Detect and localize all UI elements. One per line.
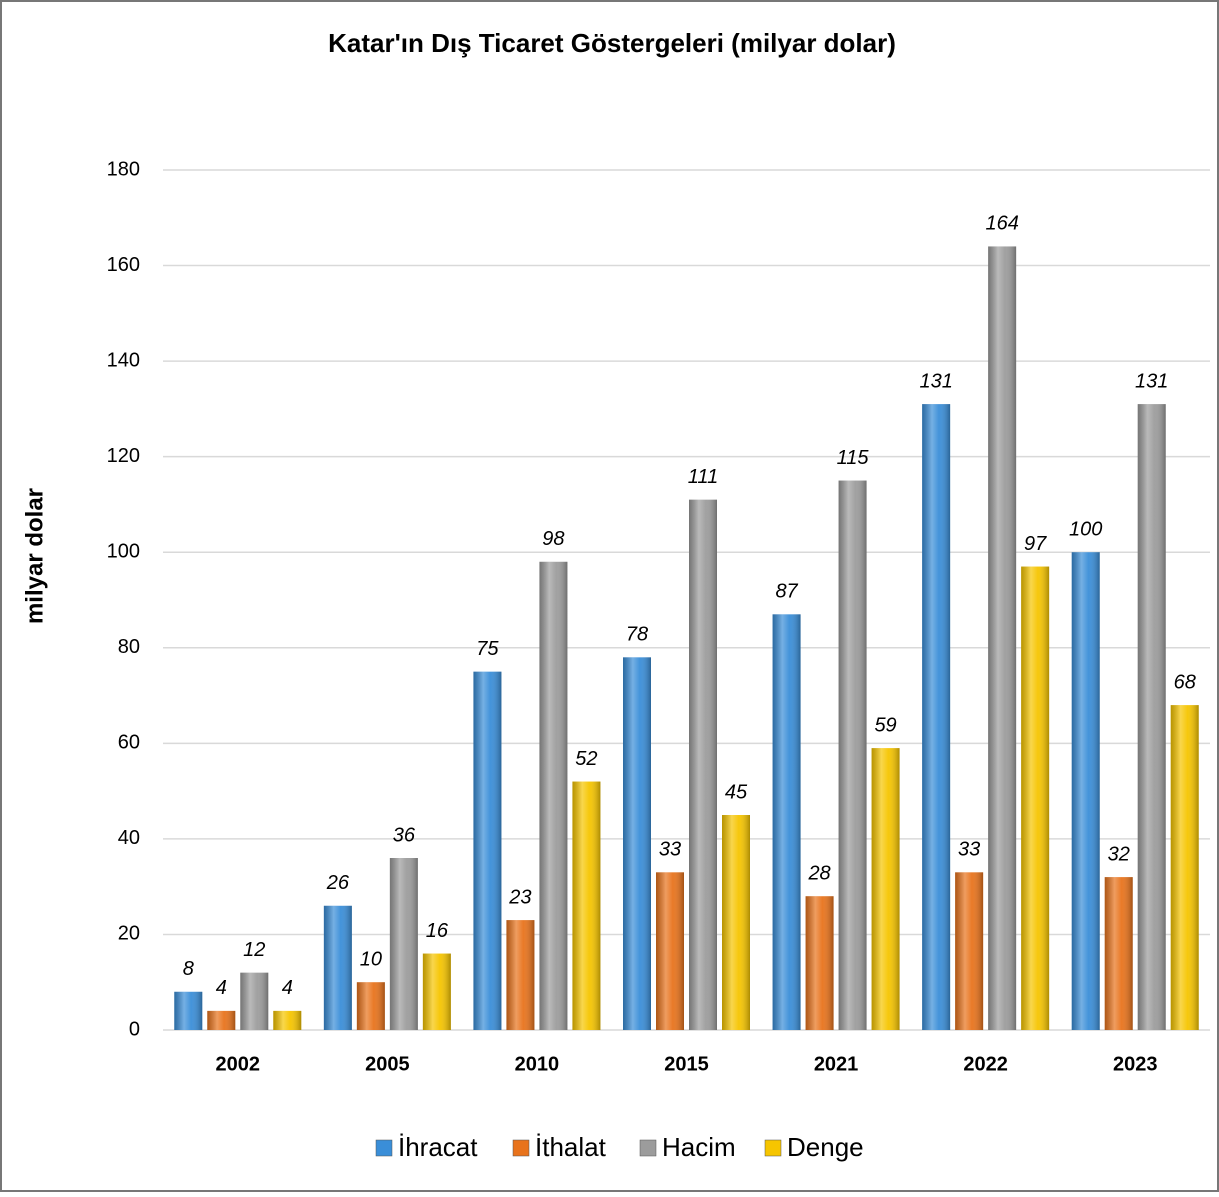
y-tick-label: 0 <box>129 1018 140 1040</box>
data-label: 97 <box>1024 533 1047 555</box>
data-label: 33 <box>958 839 980 861</box>
bar-shine <box>838 480 867 1030</box>
legend-label: İhracat <box>398 1132 478 1162</box>
data-label: 100 <box>1069 519 1102 541</box>
data-label: 26 <box>326 872 350 894</box>
x-tick-label: 2021 <box>814 1053 859 1075</box>
data-label: 12 <box>243 939 265 961</box>
data-label: 98 <box>542 528 564 550</box>
bar-shine <box>356 982 385 1030</box>
data-label: 45 <box>725 781 748 803</box>
bar-shine <box>539 561 568 1030</box>
bar-shine <box>174 991 203 1030</box>
bar-shine <box>922 404 951 1031</box>
data-label: 115 <box>837 447 870 469</box>
bar-shine <box>473 671 502 1030</box>
data-label: 32 <box>1108 843 1130 865</box>
bar-shine <box>273 1010 302 1030</box>
data-label: 59 <box>874 714 896 736</box>
y-tick-label: 80 <box>118 636 140 658</box>
bar-shine <box>805 896 834 1030</box>
y-tick-label: 40 <box>118 827 140 849</box>
data-label: 4 <box>282 977 293 999</box>
x-tick-label: 2005 <box>365 1053 410 1075</box>
bar-shine <box>623 657 651 1030</box>
bar-shine <box>1170 705 1199 1030</box>
data-label: 4 <box>216 977 227 999</box>
bar-shine <box>1104 877 1133 1030</box>
y-tick-label: 60 <box>118 732 140 754</box>
legend-swatch <box>639 1139 657 1157</box>
legend-swatch <box>764 1139 782 1157</box>
data-label: 23 <box>508 886 531 908</box>
chart-title: Katar'ın Dış Ticaret Göstergeleri (milya… <box>328 28 896 58</box>
x-tick-label: 2022 <box>963 1053 1008 1075</box>
data-label: 78 <box>626 624 648 646</box>
y-tick-label: 20 <box>118 923 140 945</box>
bar-shine <box>1021 566 1050 1030</box>
legend-swatch <box>512 1139 530 1157</box>
bar-shine <box>656 872 684 1030</box>
bar-shine <box>955 872 984 1030</box>
x-tick-label: 2023 <box>1113 1053 1158 1075</box>
bar-shine <box>572 781 601 1030</box>
data-label: 111 <box>688 466 718 488</box>
data-label: 68 <box>1174 671 1196 693</box>
bar-shine <box>871 748 900 1030</box>
bar-shine <box>506 920 535 1030</box>
bar-shine <box>207 1010 236 1030</box>
bar-shine <box>1071 552 1100 1030</box>
data-label: 28 <box>807 863 830 885</box>
legend-label: Denge <box>787 1132 864 1162</box>
y-tick-label: 120 <box>107 445 140 467</box>
legend-label: İthalat <box>535 1132 607 1162</box>
y-tick-label: 140 <box>107 349 140 371</box>
data-label: 75 <box>476 638 499 660</box>
y-tick-label: 180 <box>107 158 140 180</box>
bar-shine <box>422 953 451 1030</box>
y-axis-label: milyar dolar <box>21 488 48 624</box>
bar-shine <box>1137 404 1166 1031</box>
legend-label: Hacim <box>662 1132 736 1162</box>
data-label: 33 <box>659 839 681 861</box>
x-tick-label: 2015 <box>664 1053 709 1075</box>
bar-shine <box>389 858 418 1030</box>
data-label: 131 <box>1135 370 1168 392</box>
data-label: 52 <box>575 748 597 770</box>
bar-shine <box>323 905 352 1030</box>
data-label: 10 <box>360 949 382 971</box>
bar-shine <box>988 246 1017 1030</box>
bar-shine <box>240 972 269 1030</box>
data-label: 16 <box>426 920 449 942</box>
bar-shine <box>689 499 717 1031</box>
bar-shine <box>772 614 801 1030</box>
x-tick-label: 2002 <box>216 1053 261 1075</box>
data-label: 87 <box>775 581 798 603</box>
y-tick-label: 160 <box>107 254 140 276</box>
data-label: 8 <box>183 958 194 980</box>
y-tick-label: 100 <box>107 541 140 563</box>
data-label: 164 <box>985 213 1018 235</box>
data-label: 131 <box>919 370 952 392</box>
legend-swatch <box>375 1139 393 1157</box>
x-tick-label: 2010 <box>515 1053 560 1075</box>
data-label: 36 <box>393 824 416 846</box>
bar-shine <box>722 815 750 1030</box>
